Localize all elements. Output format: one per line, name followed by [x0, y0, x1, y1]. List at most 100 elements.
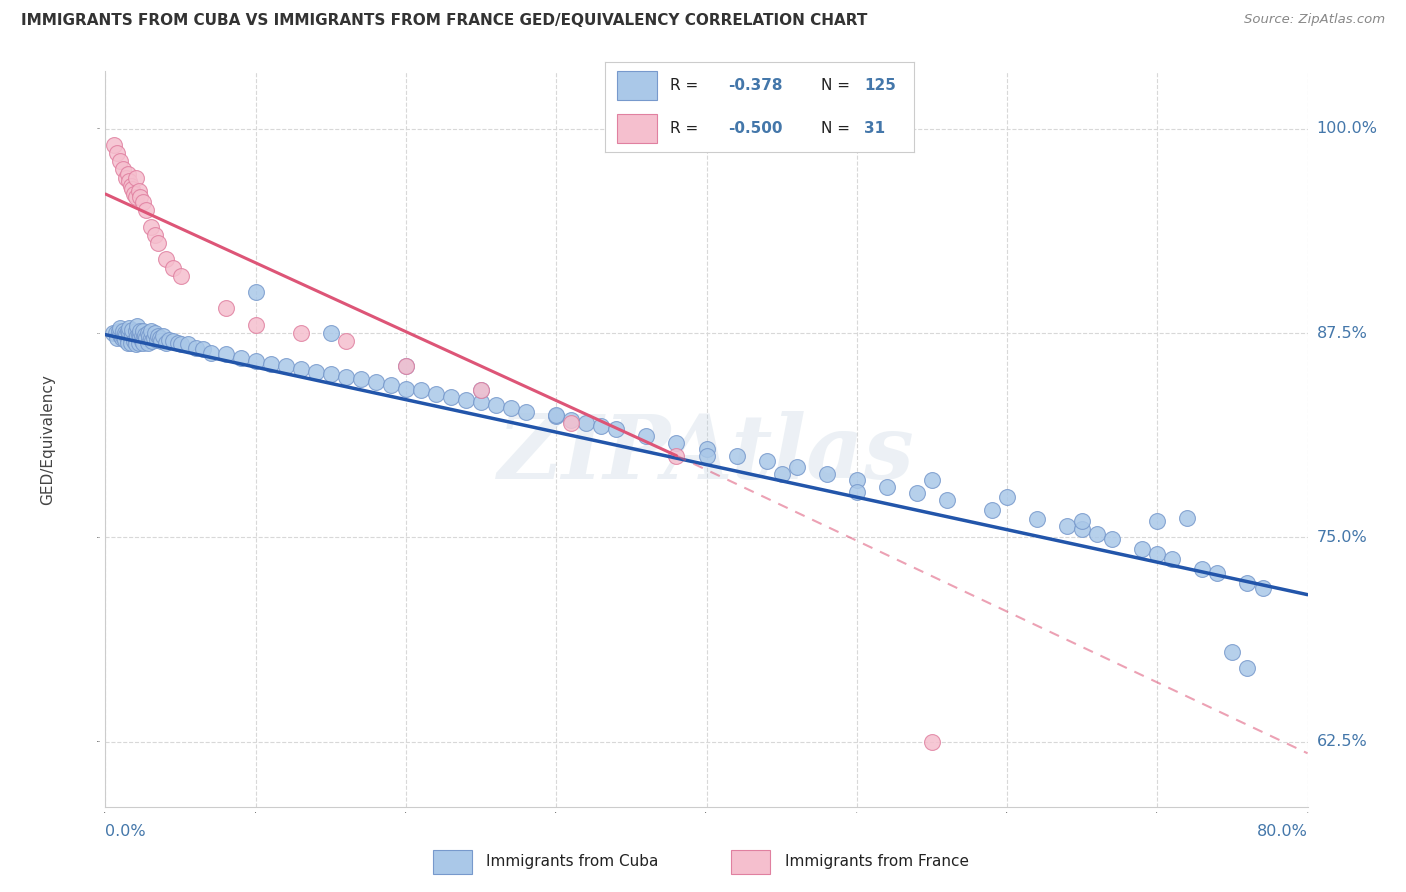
Point [129, 329, 152, 343]
Text: 0.0%: 0.0% [105, 823, 146, 838]
Point [515, 404, 537, 418]
Point [470, 394, 492, 409]
Point [560, 412, 582, 427]
Point [546, 408, 568, 422]
Point [128, 335, 150, 350]
Point [110, 327, 132, 342]
Text: R =: R = [669, 78, 697, 93]
Point [114, 326, 136, 340]
Point [166, 335, 188, 350]
Point [101, 326, 124, 340]
FancyBboxPatch shape [731, 850, 770, 873]
Text: Immigrants from Cuba: Immigrants from Cuba [486, 855, 659, 869]
Point [319, 326, 342, 340]
Point [136, 335, 159, 350]
Point [125, 329, 148, 343]
Point [139, 325, 162, 339]
Point [155, 335, 177, 350]
Point [124, 170, 146, 185]
FancyBboxPatch shape [433, 850, 472, 873]
Point [112, 329, 135, 343]
Point [845, 484, 868, 499]
Point [1175, 510, 1198, 524]
Point [245, 285, 267, 300]
Point [120, 331, 142, 345]
Point [1206, 566, 1229, 581]
Point [1026, 512, 1049, 526]
Point [260, 357, 283, 371]
Point [139, 331, 162, 345]
Point [120, 178, 142, 193]
Point [845, 473, 868, 487]
Point [132, 335, 155, 350]
Point [921, 473, 943, 487]
Point [118, 321, 141, 335]
Text: Source: ZipAtlas.com: Source: ZipAtlas.com [1244, 13, 1385, 27]
Point [440, 390, 463, 404]
Point [117, 325, 139, 339]
Point [1071, 514, 1094, 528]
Point [155, 252, 177, 267]
Point [636, 429, 658, 443]
Point [591, 419, 613, 434]
Point [905, 486, 928, 500]
Point [111, 331, 134, 345]
Point [1071, 522, 1094, 536]
Point [124, 325, 146, 339]
Point [157, 333, 180, 347]
Point [128, 327, 150, 342]
Point [104, 326, 127, 340]
Point [921, 735, 943, 749]
Point [1146, 547, 1168, 561]
Point [124, 337, 146, 351]
Point [112, 162, 135, 177]
Text: ZIPAtlas: ZIPAtlas [498, 411, 915, 497]
Point [134, 327, 156, 342]
Text: IMMIGRANTS FROM CUBA VS IMMIGRANTS FROM FRANCE GED/EQUIVALENCY CORRELATION CHART: IMMIGRANTS FROM CUBA VS IMMIGRANTS FROM … [21, 13, 868, 29]
Point [200, 345, 222, 359]
Point [575, 416, 598, 430]
Point [1236, 576, 1258, 591]
Text: Immigrants from France: Immigrants from France [785, 855, 969, 869]
Point [395, 359, 418, 373]
Point [148, 331, 170, 345]
Point [665, 449, 688, 463]
Point [143, 326, 166, 340]
Point [110, 154, 132, 169]
Point [146, 329, 169, 343]
Point [665, 435, 688, 450]
Point [135, 203, 157, 218]
Point [501, 401, 523, 416]
Point [696, 442, 718, 456]
Point [335, 370, 357, 384]
Point [141, 334, 163, 348]
Point [115, 327, 138, 342]
FancyBboxPatch shape [617, 114, 657, 143]
Text: GED/Equivalency: GED/Equivalency [41, 374, 55, 505]
Point [409, 384, 432, 398]
Point [425, 386, 447, 401]
Point [229, 351, 252, 365]
Point [118, 326, 141, 340]
Point [118, 174, 141, 188]
Text: R =: R = [669, 121, 697, 136]
Point [786, 460, 808, 475]
Point [1130, 541, 1153, 556]
Point [770, 467, 793, 481]
Point [142, 331, 165, 345]
Point [815, 467, 838, 481]
Point [110, 321, 132, 335]
Text: 80.0%: 80.0% [1257, 823, 1308, 838]
Point [132, 195, 155, 210]
Point [169, 268, 191, 283]
Point [395, 359, 418, 373]
Text: 100.0%: 100.0% [1316, 121, 1378, 136]
Point [995, 490, 1018, 504]
Point [177, 337, 200, 351]
Point [364, 375, 387, 389]
Point [191, 343, 214, 357]
Point [1146, 514, 1168, 528]
Text: -0.378: -0.378 [728, 78, 783, 93]
Text: N =: N = [821, 78, 851, 93]
Point [1191, 561, 1213, 575]
